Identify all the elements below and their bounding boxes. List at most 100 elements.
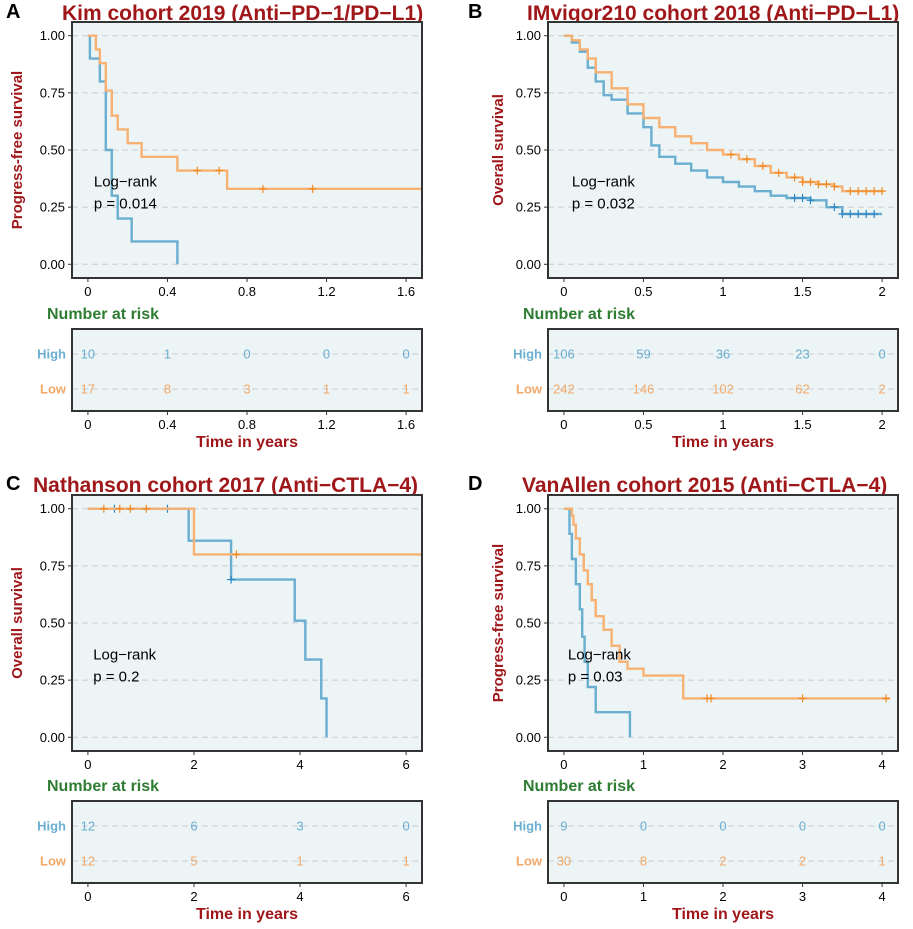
risk-table-title: Number at risk: [47, 778, 159, 795]
risk-x-tick-label: 0.5: [634, 417, 652, 432]
panel-letter: A: [6, 1, 20, 23]
risk-count: 59: [636, 347, 650, 362]
y-tick-label: 1.00: [516, 28, 541, 43]
risk-count: 1: [164, 347, 171, 362]
y-axis-label: Overall survival: [9, 567, 26, 679]
risk-table-frame: [547, 800, 899, 884]
censor-mark-low: [882, 694, 891, 703]
km-panel-c: C Nathanson cohort 2017 (Anti−CTLA−4) 0.00…: [6, 473, 423, 923]
x-axis-label: Time in years: [196, 434, 298, 451]
y-tick-label: 0.00: [516, 257, 541, 272]
risk-x-tick-label: 1.6: [397, 417, 415, 432]
risk-row-label-high: High: [37, 347, 66, 362]
x-tick-label: 4: [296, 757, 303, 772]
x-axis-label: Time in years: [196, 906, 298, 923]
censor-mark-low: [870, 187, 879, 196]
y-tick-label: 0.00: [40, 257, 65, 272]
censor-mark-low: [142, 504, 151, 513]
risk-count: 10: [81, 347, 95, 362]
logrank-label: Log−rank: [94, 174, 157, 191]
y-tick-label: 0.50: [40, 616, 65, 631]
censor-mark-high: [830, 203, 839, 212]
risk-table-title: Number at risk: [47, 306, 159, 323]
x-tick-label: 0.8: [238, 284, 256, 299]
risk-x-tick-label: 2: [190, 889, 197, 904]
plot-frame: [71, 21, 423, 279]
risk-count: 106: [553, 347, 575, 362]
x-tick-label: 4: [878, 757, 885, 772]
risk-x-tick-label: 0: [560, 417, 567, 432]
x-tick-label: 0: [560, 757, 567, 772]
risk-x-tick-label: 0: [84, 889, 91, 904]
censor-mark-low: [798, 694, 807, 703]
y-tick-label: 1.00: [40, 28, 65, 43]
censor-mark-low: [878, 187, 887, 196]
risk-table-frame: [71, 328, 423, 412]
km-panel-a: A Kim cohort 2019 (Anti−PD−1/PD−L1) 0.00 0.…: [6, 1, 423, 451]
y-axis-label: Progress-free survival: [490, 544, 507, 702]
logrank-label: Log−rank: [93, 647, 156, 664]
risk-count: 0: [640, 819, 647, 834]
risk-count: 1: [402, 382, 409, 397]
risk-count: 62: [795, 382, 809, 397]
risk-count: 0: [799, 819, 806, 834]
y-tick-label: 0.50: [516, 616, 541, 631]
risk-x-tick-label: 1.2: [318, 417, 336, 432]
censor-mark-high: [846, 210, 855, 218]
risk-count: 36: [716, 347, 730, 362]
risk-table-background: [72, 801, 422, 883]
censor-mark-low: [115, 504, 124, 513]
risk-row-label-low: Low: [516, 854, 543, 869]
y-tick-label: 0.75: [40, 558, 65, 573]
risk-x-tick-label: 6: [402, 889, 409, 904]
censor-mark-high: [838, 210, 847, 218]
risk-table-title: Number at risk: [523, 306, 635, 323]
censor-mark-high: [227, 575, 236, 584]
risk-table-background: [72, 329, 422, 411]
risk-table-frame: [71, 800, 423, 884]
y-tick-label: 0.50: [40, 143, 65, 158]
y-tick-label: 0.00: [40, 730, 65, 745]
risk-count: 0: [402, 819, 409, 834]
plot-frame: [547, 494, 899, 752]
risk-count: 0: [243, 347, 250, 362]
risk-count: 146: [633, 382, 655, 397]
risk-count: 1: [402, 854, 409, 869]
km-panel-b: B IMvigor210 cohort 2018 (Anti−PD−L1) 0.00…: [468, 1, 899, 451]
risk-count: 12: [81, 819, 95, 834]
censor-mark-low: [193, 166, 202, 175]
x-tick-label: 0: [84, 757, 91, 772]
risk-row-label-low: Low: [40, 382, 67, 397]
censor-mark-low: [707, 694, 716, 703]
risk-count: 0: [323, 347, 330, 362]
risk-count: 3: [243, 382, 250, 397]
censor-mark-low: [99, 504, 108, 513]
censor-mark-high: [870, 210, 879, 218]
risk-count: 9: [560, 819, 567, 834]
censor-mark-low: [126, 504, 135, 513]
risk-count: 0: [878, 347, 885, 362]
y-tick-label: 0.50: [516, 143, 541, 158]
risk-row-label-low: Low: [516, 382, 543, 397]
censor-mark-high: [854, 210, 863, 218]
logrank-label: Log−rank: [568, 647, 631, 664]
risk-count: 5: [190, 854, 197, 869]
risk-count: 1: [296, 854, 303, 869]
risk-count: 8: [640, 854, 647, 869]
x-tick-label: 2: [878, 284, 885, 299]
x-axis-label: Time in years: [672, 906, 774, 923]
survival-curve-low: [87, 507, 422, 556]
y-tick-label: 0.00: [516, 730, 541, 745]
survival-curve-high: [563, 507, 632, 738]
risk-x-tick-label: 1: [640, 889, 647, 904]
risk-x-tick-label: 4: [878, 889, 885, 904]
panel-letter: B: [468, 1, 482, 23]
risk-x-tick-label: 1.5: [794, 417, 812, 432]
x-tick-label: 1: [719, 284, 726, 299]
x-tick-label: 6: [402, 757, 409, 772]
risk-x-tick-label: 4: [296, 889, 303, 904]
p-value-label: p = 0.03: [568, 669, 623, 686]
risk-count: 23: [795, 347, 809, 362]
risk-table-background: [548, 801, 898, 883]
